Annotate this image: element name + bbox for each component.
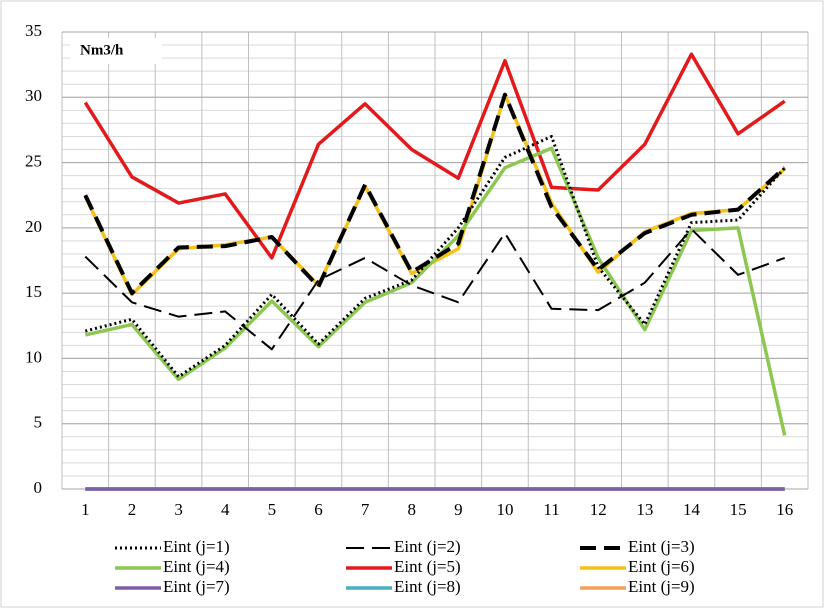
- legend-label: Eint (j=8): [394, 577, 461, 596]
- annotation-box: [70, 38, 162, 64]
- x-tick-label: 15: [730, 500, 747, 519]
- x-tick-label: 9: [454, 500, 463, 519]
- y-tick-label: 25: [25, 151, 42, 170]
- legend-label: Eint (j=9): [628, 577, 695, 596]
- legend-label: Eint (j=3): [628, 537, 695, 556]
- legend-label: Eint (j=1): [163, 537, 230, 556]
- annotation: Nm3/h: [80, 42, 124, 58]
- x-tick-label: 16: [776, 500, 793, 519]
- legend-label: Eint (j=5): [394, 557, 461, 576]
- series-line: [84, 134, 786, 379]
- y-tick-label: 15: [25, 282, 42, 301]
- y-tick-label: 30: [25, 86, 42, 105]
- x-tick-label: 2: [128, 500, 137, 519]
- series-line: [84, 146, 787, 436]
- series-line: [83, 92, 787, 296]
- legend-label: Eint (j=6): [628, 557, 695, 576]
- y-tick-label: 5: [34, 413, 43, 432]
- y-tick-label: 35: [25, 21, 42, 40]
- x-tick-label: 11: [543, 500, 559, 519]
- legend-label: Eint (j=7): [163, 577, 230, 596]
- x-tick-label: 7: [361, 500, 370, 519]
- x-tick-label: 8: [407, 500, 416, 519]
- x-tick-label: 14: [683, 500, 701, 519]
- x-tick-label: 13: [636, 500, 653, 519]
- legend-label: Eint (j=4): [163, 557, 230, 576]
- series-line: [84, 228, 786, 351]
- x-tick-label: 10: [496, 500, 513, 519]
- y-tick-label: 0: [34, 478, 43, 497]
- legend-label: Eint (j=2): [394, 537, 461, 556]
- x-tick-label: 5: [268, 500, 277, 519]
- x-tick-label: 4: [221, 500, 230, 519]
- x-tick-label: 6: [314, 500, 323, 519]
- x-tick-label: 3: [174, 500, 183, 519]
- x-tick-label: 12: [590, 500, 607, 519]
- x-tick-label: 1: [81, 500, 90, 519]
- y-tick-label: 10: [25, 347, 42, 366]
- y-tick-label: 20: [25, 217, 42, 236]
- series-line: [83, 52, 786, 260]
